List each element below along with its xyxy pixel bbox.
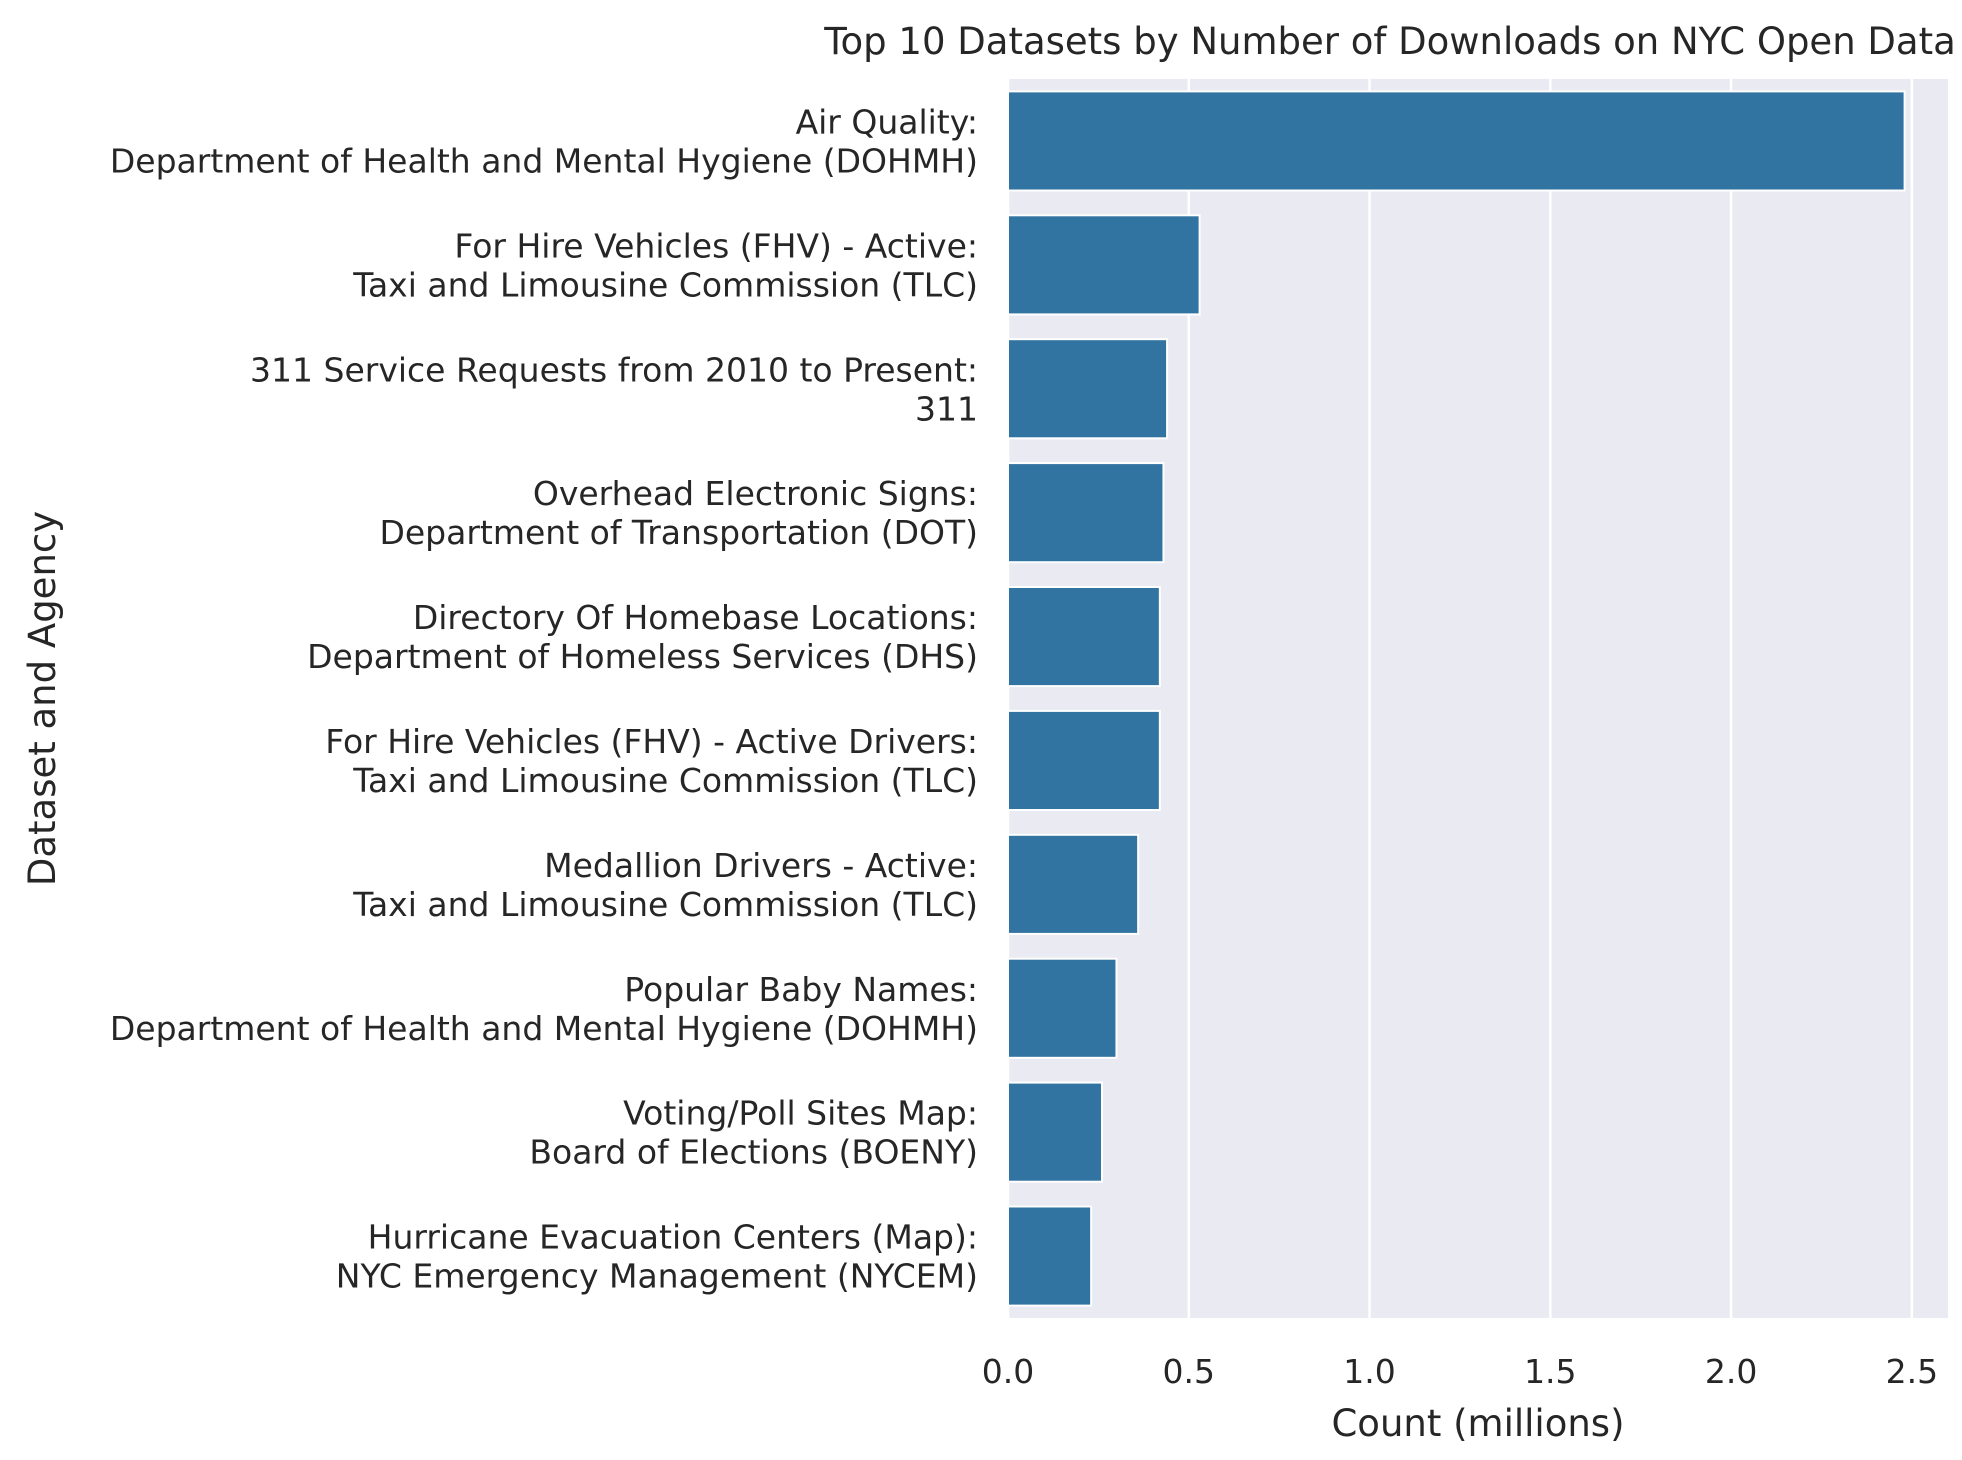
category-label-line: Air Quality:	[796, 102, 978, 141]
category-label-9: Hurricane Evacuation Centers (Map): NYC E…	[336, 1218, 978, 1296]
bar-7	[1007, 957, 1118, 1059]
category-label-6: Medallion Drivers - Active: Taxi and Limo…	[352, 846, 978, 924]
category-label-4: Directory Of Homebase Locations: Departme…	[307, 598, 978, 676]
category-label-2: 311 Service Requests from 2010 to Presen…	[250, 350, 978, 428]
category-label-line: Department of Transportation (DOT)	[379, 513, 978, 552]
category-label-0: Air Quality: Department of Health and Men…	[110, 102, 978, 180]
category-label-line: Department of Health and Mental Hygiene …	[110, 1009, 978, 1048]
category-label-line: Hurricane Evacuation Centers (Map):	[368, 1218, 978, 1257]
category-label-line: For Hire Vehicles (FHV) - Active Drivers…	[325, 722, 978, 761]
category-label-1: For Hire Vehicles (FHV) - Active: Taxi an…	[352, 226, 978, 304]
bar-0	[1007, 90, 1906, 192]
category-label-line: Voting/Poll Sites Map:	[623, 1094, 978, 1133]
category-label-line: Taxi and Limousine Commission (TLC)	[352, 265, 978, 304]
bar-2	[1007, 338, 1169, 440]
x-tick-label-4: 2.0	[1705, 1352, 1757, 1391]
chart-title: Top 10 Datasets by Number of Downloads o…	[823, 20, 1956, 63]
bar-3	[1007, 462, 1165, 564]
x-tick-label-2: 1.0	[1343, 1352, 1395, 1391]
bar-4	[1007, 585, 1161, 688]
category-label-line: Medallion Drivers - Active:	[544, 846, 978, 885]
category-label-line: 311	[915, 389, 978, 428]
category-label-line: Popular Baby Names:	[624, 970, 978, 1009]
x-tick-label-1: 0.5	[1163, 1352, 1215, 1391]
category-label-line: Board of Elections (BOENY)	[529, 1133, 978, 1172]
category-label-8: Voting/Poll Sites Map: Board of Elections…	[529, 1094, 978, 1172]
x-tick-label-5: 2.5	[1886, 1352, 1938, 1391]
bar-9	[1007, 1205, 1093, 1307]
y-axis-title: Dataset and Agency	[21, 511, 64, 886]
category-label-line: Taxi and Limousine Commission (TLC)	[352, 761, 978, 800]
category-label-line: Directory Of Homebase Locations:	[413, 598, 978, 637]
category-label-line: Department of Homeless Services (DHS)	[307, 637, 978, 676]
category-label-line: Taxi and Limousine Commission (TLC)	[352, 885, 978, 924]
x-axis-title: Count (millions)	[1331, 1402, 1624, 1445]
category-label-line: Department of Health and Mental Hygiene …	[110, 141, 978, 180]
category-label-line: For Hire Vehicles (FHV) - Active:	[454, 226, 978, 265]
x-tick-label-3: 1.5	[1524, 1352, 1576, 1391]
bar-8	[1007, 1081, 1103, 1183]
bar-1	[1007, 214, 1201, 316]
x-tick-label-0: 0.0	[982, 1352, 1034, 1391]
category-label-line: NYC Emergency Management (NYCEM)	[336, 1257, 978, 1296]
category-label-7: Popular Baby Names: Department of Health …	[110, 970, 978, 1048]
bar-5	[1007, 709, 1161, 812]
category-label-3: Overhead Electronic Signs: Department of …	[379, 474, 978, 552]
category-label-line: Overhead Electronic Signs:	[533, 474, 978, 513]
category-label-5: For Hire Vehicles (FHV) - Active Drivers…	[325, 722, 978, 800]
category-label-line: 311 Service Requests from 2010 to Presen…	[250, 350, 978, 389]
bar-6	[1007, 833, 1140, 935]
